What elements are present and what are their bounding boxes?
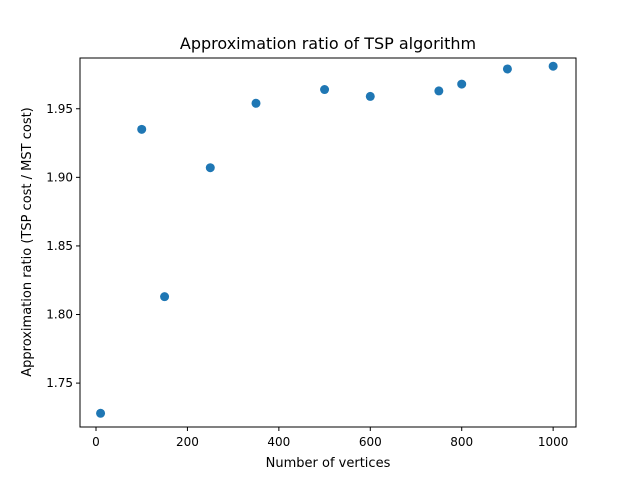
x-axis: 0 200 400 600 800 1000	[92, 427, 568, 449]
data-point	[205, 163, 215, 173]
x-tick-label: 800	[450, 435, 473, 449]
y-tick-label: 1.85	[46, 239, 73, 253]
data-points	[96, 61, 558, 418]
y-tick-label: 1.95	[46, 102, 73, 116]
data-point	[320, 85, 330, 95]
x-tick-label: 200	[176, 435, 199, 449]
data-point	[548, 61, 558, 71]
y-axis-label: Approximation ratio (TSP cost / MST cost…	[20, 107, 35, 377]
data-point	[160, 292, 170, 302]
data-point	[96, 408, 106, 418]
data-point	[457, 79, 467, 89]
y-tick-label: 1.75	[46, 376, 73, 390]
data-point	[365, 91, 375, 101]
data-point	[137, 124, 147, 134]
y-tick-label: 1.80	[46, 308, 73, 322]
data-point	[434, 86, 444, 96]
x-tick-label: 0	[92, 435, 100, 449]
data-point	[251, 98, 261, 108]
y-tick-label: 1.90	[46, 170, 73, 184]
y-axis: 1.75 1.80 1.85 1.90 1.95	[46, 102, 80, 390]
chart-title: Approximation ratio of TSP algorithm	[180, 34, 476, 53]
data-point	[502, 64, 512, 74]
x-tick-label: 600	[359, 435, 382, 449]
plot-frame	[79, 57, 577, 428]
x-tick-label: 400	[267, 435, 290, 449]
x-axis-label: Number of vertices	[266, 456, 391, 471]
x-tick-label: 1000	[538, 435, 569, 449]
